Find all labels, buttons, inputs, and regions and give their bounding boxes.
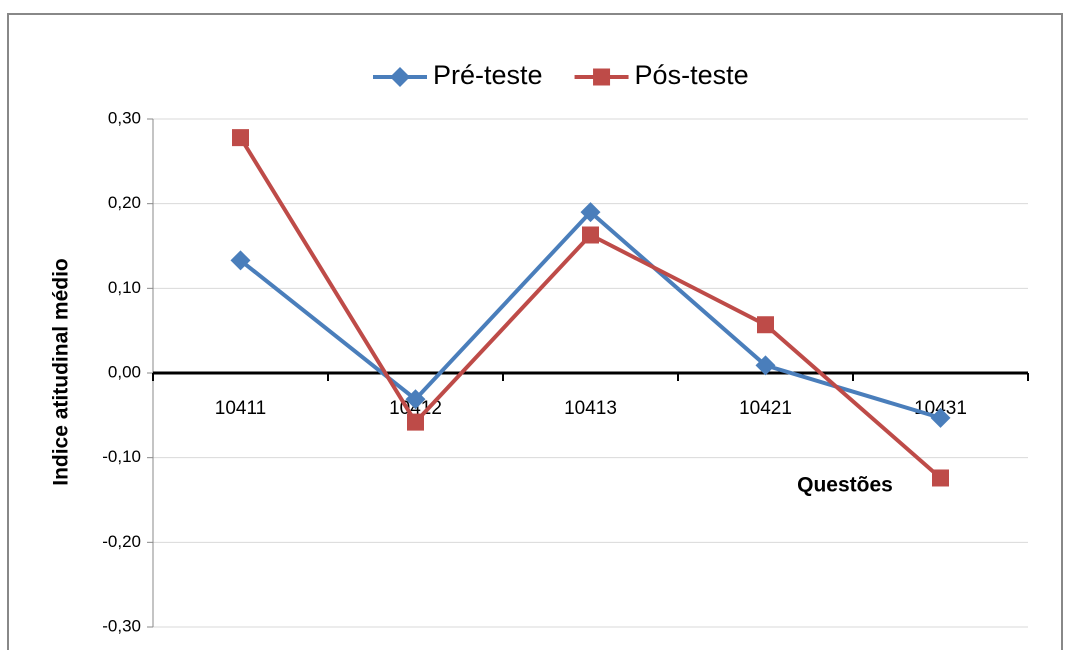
y-axis-label: Indice atitudinal médio: [50, 258, 73, 486]
y-tick-label: 0,10: [108, 278, 141, 297]
point: [407, 413, 424, 431]
point: [593, 68, 611, 86]
point: [930, 407, 951, 428]
point: [230, 250, 251, 271]
point: [757, 316, 774, 334]
point: [755, 355, 776, 376]
point: [932, 469, 949, 487]
x-axis-label: Questões: [797, 474, 893, 497]
x-tick-label: 10421: [739, 398, 792, 419]
point: [390, 67, 410, 87]
chart-frame: [7, 13, 1063, 655]
point: [405, 389, 426, 410]
point: [582, 226, 599, 244]
y-tick-label: -0,10: [102, 447, 141, 466]
series-line: [238, 136, 942, 480]
y-tick-label: 0,30: [108, 108, 141, 127]
y-tick-label: 0,00: [108, 362, 141, 381]
y-tick-label: -0,30: [102, 616, 141, 635]
x-tick-label: 10413: [564, 398, 617, 419]
legend-label: Pós-teste: [635, 60, 749, 90]
y-tick-label: 0,20: [108, 193, 141, 212]
legend-label: Pré-teste: [433, 60, 543, 90]
x-tick-label: 10411: [215, 398, 266, 419]
y-tick-label: -0,20: [102, 532, 141, 551]
point: [580, 202, 601, 223]
point: [232, 129, 249, 147]
